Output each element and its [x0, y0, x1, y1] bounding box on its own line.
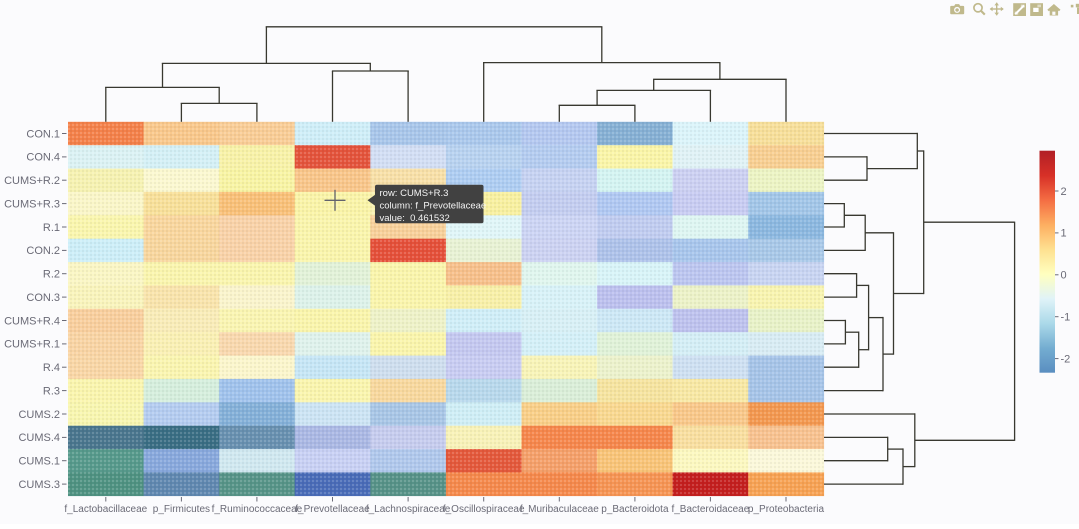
- svg-text:value: 0.461532: value: 0.461532: [380, 213, 450, 224]
- svg-text:R.4: R.4: [43, 362, 60, 374]
- svg-text:f_Bacteroidaceae: f_Bacteroidaceae: [671, 504, 749, 515]
- svg-text:f_Lachnospiraceae: f_Lachnospiraceae: [366, 504, 451, 515]
- svg-text:0: 0: [1061, 270, 1067, 282]
- svg-text:2: 2: [1061, 186, 1067, 198]
- svg-text:R.1: R.1: [43, 222, 60, 234]
- svg-text:row: CUMS+R.3: row: CUMS+R.3: [380, 188, 449, 199]
- svg-text:CUMS+R.1: CUMS+R.1: [4, 339, 60, 351]
- svg-text:f_Ruminococcaceae: f_Ruminococcaceae: [212, 504, 303, 515]
- svg-text:-2: -2: [1061, 353, 1071, 365]
- svg-text:column: f_Prevotellaceae: column: f_Prevotellaceae: [380, 201, 487, 212]
- svg-text:CON.1: CON.1: [26, 128, 60, 140]
- svg-text:1: 1: [1061, 228, 1067, 240]
- svg-text:CUMS.2: CUMS.2: [18, 409, 60, 421]
- svg-text:CUMS+R.2: CUMS+R.2: [4, 175, 60, 187]
- svg-text:CUMS.1: CUMS.1: [18, 456, 60, 468]
- svg-text:p_Proteobacteria: p_Proteobacteria: [748, 504, 825, 515]
- svg-text:CUMS+R.4: CUMS+R.4: [4, 315, 60, 327]
- svg-text:CUMS.4: CUMS.4: [18, 432, 60, 444]
- svg-text:R.2: R.2: [43, 269, 60, 281]
- svg-text:f_Lactobacillaceae: f_Lactobacillaceae: [64, 504, 147, 515]
- svg-text:CON.2: CON.2: [26, 245, 60, 257]
- svg-text:p_Bacteroidota: p_Bacteroidota: [601, 504, 669, 515]
- svg-text:CUMS.3: CUMS.3: [18, 479, 60, 491]
- svg-text:CON.3: CON.3: [26, 292, 60, 304]
- svg-text:p_Firmicutes: p_Firmicutes: [153, 504, 210, 515]
- svg-text:CON.4: CON.4: [26, 152, 60, 164]
- svg-text:f_Oscillospiraceae: f_Oscillospiraceae: [443, 504, 525, 515]
- svg-text:f_Prevotellaceae: f_Prevotellaceae: [295, 504, 370, 515]
- svg-text:CUMS+R.3: CUMS+R.3: [4, 198, 60, 210]
- svg-text:f_Muribaculaceae: f_Muribaculaceae: [520, 504, 599, 515]
- svg-text:-1: -1: [1061, 312, 1071, 324]
- svg-text:R.3: R.3: [43, 385, 60, 397]
